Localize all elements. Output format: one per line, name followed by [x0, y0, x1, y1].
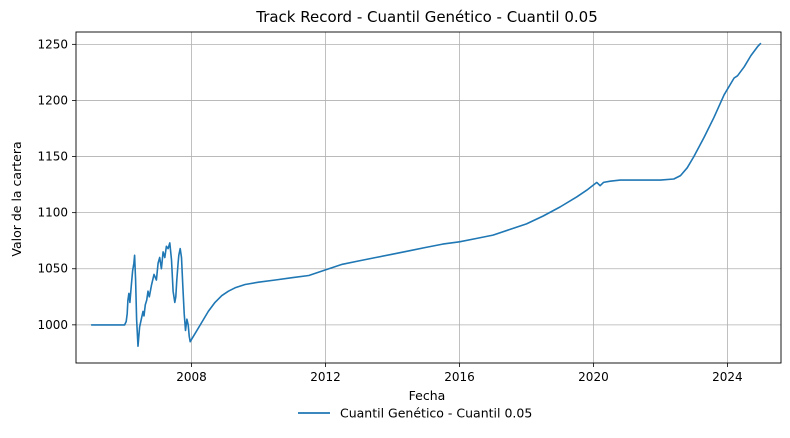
axis-ticks: 2008 2012 2016 2020 2024 1000 1050 1100 1150 1200… — [37, 37, 742, 384]
x-tick-label: 2020 — [578, 370, 609, 384]
series-line — [91, 42, 762, 348]
y-tick-label: 1150 — [37, 150, 68, 164]
y-tick-label: 1250 — [37, 37, 68, 51]
legend-label: Cuantil Genético - Cuantil 0.05 — [340, 406, 532, 421]
y-tick-label: 1100 — [37, 206, 68, 220]
grid-lines — [76, 32, 781, 363]
y-tick-label: 1000 — [37, 318, 68, 332]
y-tick-label: 1200 — [37, 93, 68, 107]
x-tick-label: 2012 — [310, 370, 341, 384]
y-tick-label: 1050 — [37, 262, 68, 276]
legend: Cuantil Genético - Cuantil 0.05 — [298, 406, 532, 421]
x-axis-title: Fecha — [409, 388, 446, 403]
chart-title: Track Record - Cuantil Genético - Cuanti… — [255, 8, 598, 26]
x-tick-label: 2008 — [176, 370, 207, 384]
plot-frame — [75, 31, 782, 364]
x-tick-label: 2024 — [712, 370, 743, 384]
x-tick-label: 2016 — [444, 370, 475, 384]
y-axis-title: Valor de la cartera — [9, 141, 24, 256]
series-layer — [91, 42, 762, 348]
